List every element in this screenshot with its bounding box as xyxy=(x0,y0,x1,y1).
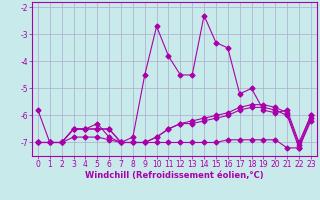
X-axis label: Windchill (Refroidissement éolien,°C): Windchill (Refroidissement éolien,°C) xyxy=(85,171,264,180)
